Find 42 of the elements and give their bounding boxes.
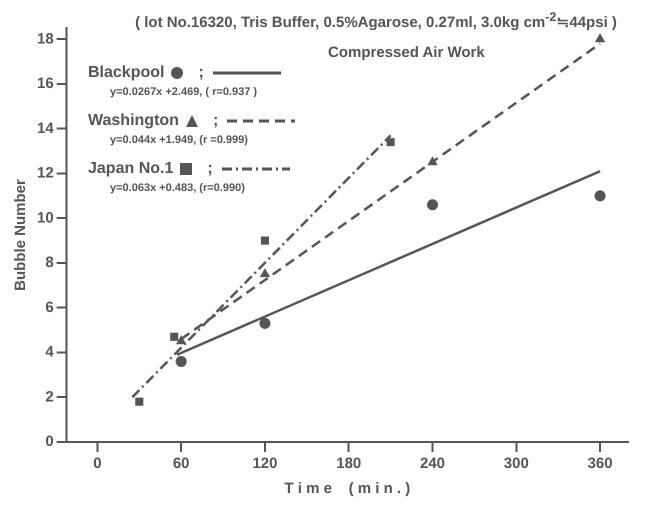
point: [170, 332, 178, 341]
legend-label: Japan No.1: [88, 160, 174, 178]
y-tick-label: 2: [45, 388, 54, 406]
x-tick-label: 0: [93, 455, 102, 472]
x-axis-title: T i m e ( m i n . ): [284, 480, 410, 498]
point: [594, 190, 606, 202]
x-tick-label: 60: [172, 455, 190, 472]
legend-label: ;: [207, 160, 213, 178]
legend-label: Blackpool: [88, 64, 164, 82]
point: [386, 138, 395, 146]
y-tick-label: 18: [36, 30, 54, 48]
legend-label: ;: [198, 64, 204, 82]
chart-title: ( lot No.16320, Tris Buffer, 0.5%Agarose, 0.27ml, 3.0kg cm$^{-2}$≒44psi ): [134, 10, 618, 31]
point: [135, 398, 144, 406]
point: [176, 336, 186, 344]
y-tick-label: 12: [36, 164, 54, 182]
point: [427, 199, 438, 210]
y-tick-label: 4: [45, 344, 54, 361]
x-tick-label: 240: [420, 455, 446, 472]
point: [259, 318, 270, 329]
point: [260, 236, 269, 245]
y-tick-label: 10: [36, 209, 54, 226]
legend-label: ;: [212, 112, 218, 130]
y-tick-label: 8: [45, 254, 54, 272]
y-tick-label: 0: [45, 433, 54, 450]
x-tick-label: 120: [252, 455, 278, 472]
point: [260, 268, 270, 278]
y-tick-label: 14: [36, 120, 54, 137]
y-axis-title: Bubble Number: [12, 179, 30, 291]
x-tick-label: 360: [588, 455, 613, 472]
point: [176, 356, 187, 367]
point: [595, 34, 605, 42]
x-tick-label: 180: [336, 455, 362, 472]
legend-label: Washington: [88, 112, 179, 130]
x-tick-label: 300: [504, 455, 529, 472]
annotation: y=0.0267x +2.469, ( r=0.937 ): [109, 86, 258, 100]
annotation: y=0.063x +0.483, (r=0.990): [109, 182, 246, 196]
point: [428, 156, 438, 166]
text: Compressed Air Work: [328, 44, 485, 61]
annotation: y=0.044x +1.949, (r =0.999): [109, 134, 249, 148]
y-tick-label: 16: [36, 75, 54, 92]
y-tick-label: 6: [45, 298, 54, 316]
